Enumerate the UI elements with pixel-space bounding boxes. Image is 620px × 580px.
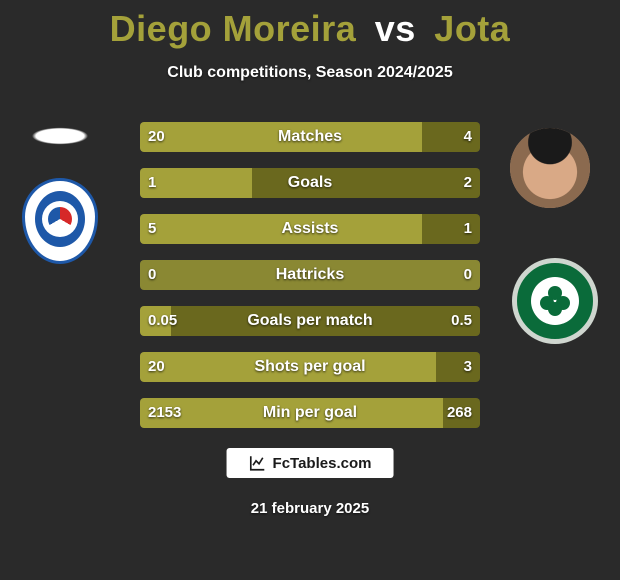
stat-row: 51Assists <box>140 214 480 244</box>
stat-label: Min per goal <box>140 398 480 428</box>
vs-separator: vs <box>375 8 416 49</box>
subtitle: Club competitions, Season 2024/2025 <box>0 64 620 82</box>
stat-row: 204Matches <box>140 122 480 152</box>
stat-label: Assists <box>140 214 480 244</box>
player1-avatar-placeholder <box>20 120 100 152</box>
stat-bars: 204Matches 12Goals 51Assists 00Hattricks 0.0… <box>140 122 480 444</box>
stat-row: 203Shots per goal <box>140 352 480 382</box>
generated-date: 21 february 2025 <box>0 500 620 517</box>
stat-row: 12Goals <box>140 168 480 198</box>
stat-label: Matches <box>140 122 480 152</box>
player1-club-crest <box>22 178 98 264</box>
stat-row: 2153268Min per goal <box>140 398 480 428</box>
stat-label: Goals <box>140 168 480 198</box>
comparison-title: Diego Moreira vs Jota <box>0 0 620 50</box>
stat-row: 00Hattricks <box>140 260 480 290</box>
player2-avatar <box>510 128 590 208</box>
player2-name: Jota <box>434 8 510 49</box>
player2-club-crest <box>512 258 598 344</box>
stat-label: Hattricks <box>140 260 480 290</box>
player1-name: Diego Moreira <box>110 8 357 49</box>
stat-row: 0.050.5Goals per match <box>140 306 480 336</box>
site-watermark: FcTables.com <box>227 448 394 478</box>
stat-label: Goals per match <box>140 306 480 336</box>
stat-label: Shots per goal <box>140 352 480 382</box>
watermark-text: FcTables.com <box>273 455 372 472</box>
chart-icon <box>249 454 267 472</box>
